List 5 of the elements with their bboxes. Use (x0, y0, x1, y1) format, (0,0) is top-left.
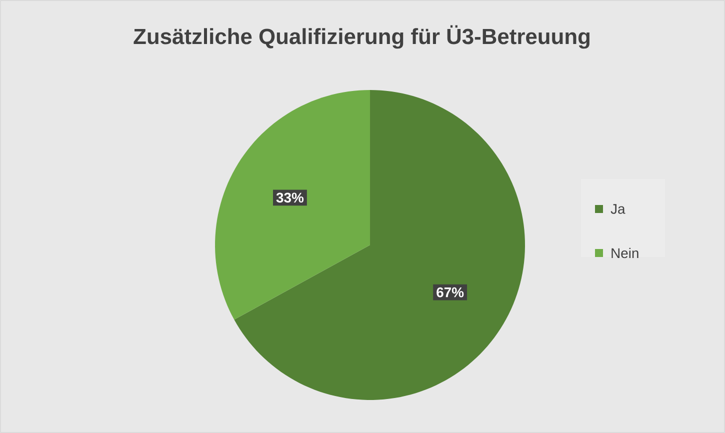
chart-title: Zusätzliche Qualifizierung für Ü3-Betreuung (134, 25, 590, 49)
data-label: 33% (276, 192, 304, 203)
data-label: 67% (436, 287, 464, 298)
legend-label: Nein (612, 248, 638, 258)
legend-label: Ja (610, 204, 626, 214)
